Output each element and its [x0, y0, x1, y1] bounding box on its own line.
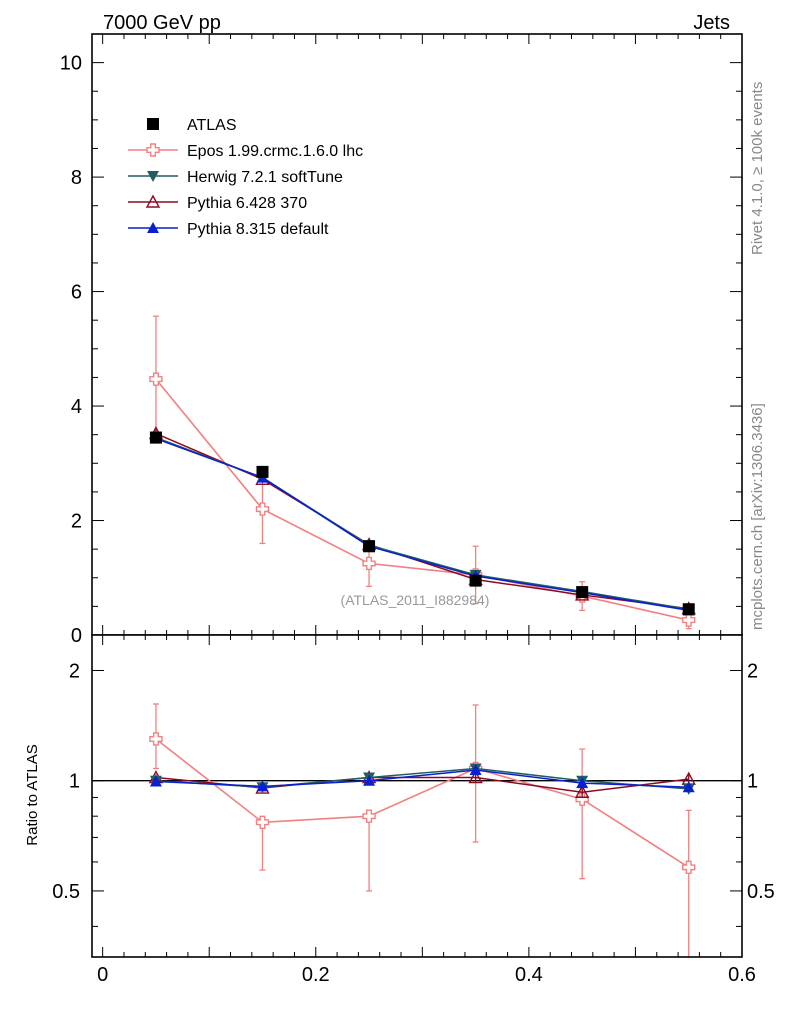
rivet-label: Rivet 4.1.0, ≥ 100k events — [749, 82, 766, 255]
main-point-atlas — [256, 465, 269, 478]
ratio-point-pythia6 — [574, 784, 590, 798]
ratio-point-pythia8 — [469, 763, 482, 775]
legend-marker-pythia6 — [145, 194, 161, 208]
ratio-point-pythia8 — [576, 777, 589, 789]
legend-marker-pythia8 — [147, 222, 159, 233]
ratio-ytick-label-right: 1 — [747, 771, 758, 793]
ratio-ytick-label: 0.5 — [52, 881, 80, 903]
main-ytick-label: 2 — [71, 511, 82, 533]
legend-label-herwig: Herwig 7.2.1 softTune — [187, 169, 343, 186]
legend-marker-herwig — [147, 171, 159, 182]
main-point-epos — [255, 502, 270, 516]
main-ytick-label: 10 — [60, 53, 82, 75]
main-background — [92, 34, 742, 635]
main-ytick-label: 0 — [71, 625, 82, 647]
main-point-atlas — [363, 540, 376, 553]
main-series-atlas — [149, 431, 695, 616]
legend-label-pythia8: Pythia 8.315 default — [187, 221, 329, 238]
ratio-point-pythia8 — [682, 781, 695, 793]
ratio-point-epos — [149, 732, 163, 746]
ratio-point-epos — [682, 860, 696, 875]
ratio-point-pythia8 — [256, 780, 269, 792]
ratio-xtick-label: 0.6 — [728, 964, 756, 986]
legend-entry-epos: Epos 1.99.crmc.1.6.0 lhc — [128, 143, 363, 160]
ratio-plot: 0.5 0.5 1 1 2 2 0 0.2 0.4 0.6 — [52, 634, 775, 986]
ratio-background — [92, 635, 742, 957]
main-line-epos — [155, 378, 689, 621]
header-right: Jets — [693, 12, 730, 34]
ratio-point-epos — [255, 815, 270, 829]
legend: ATLAS Epos 1.99.crmc.1.6.0 lhc Herwig 7.2.… — [128, 117, 363, 238]
main-point-atlas — [576, 586, 589, 599]
ratio-point-pythia8 — [149, 775, 162, 787]
legend-entry-pythia8: Pythia 8.315 default — [128, 221, 329, 238]
legend-marker-epos — [146, 143, 160, 157]
main-ytick-label: 6 — [71, 282, 82, 304]
ratio-line-epos — [155, 738, 690, 868]
ratio-point-pythia6 — [468, 770, 483, 784]
ratio-xtick-label: 0 — [97, 964, 108, 986]
main-line-pythia8 — [155, 437, 689, 612]
ratio-xtick-label: 0.2 — [302, 964, 330, 986]
ratio-xtick-label: 0.4 — [515, 964, 543, 986]
main-ytick-label: 8 — [71, 167, 82, 189]
main-plot: 0 2 4 6 8 10 — [60, 33, 743, 647]
ratio-ytick-label: 2 — [69, 660, 80, 682]
legend-label-epos: Epos 1.99.crmc.1.6.0 lhc — [187, 143, 363, 160]
ratio-ytick-label: 1 — [69, 771, 80, 793]
main-point-epos — [149, 372, 163, 386]
ratio-frame — [91, 634, 743, 958]
ratio-point-epos — [362, 809, 376, 823]
main-ytick-label: 4 — [71, 396, 82, 418]
ratio-ytick-label-right: 2 — [747, 660, 758, 682]
legend-entry-atlas: ATLAS — [147, 117, 237, 134]
ratio-series-epos — [149, 703, 696, 957]
legend-label-pythia6: Pythia 6.428 370 — [187, 195, 307, 212]
ratio-series-pythia8 — [149, 763, 695, 793]
main-point-atlas — [149, 431, 162, 444]
analysis-label: (ATLAS_2011_I882984) — [341, 592, 490, 608]
main-point-atlas — [469, 574, 482, 587]
main-point-epos — [362, 556, 376, 571]
legend-entry-herwig: Herwig 7.2.1 softTune — [128, 169, 343, 186]
main-point-atlas — [682, 603, 695, 616]
legend-label-atlas: ATLAS — [187, 117, 237, 134]
legend-marker-atlas — [147, 118, 159, 130]
ratio-point-pythia8 — [363, 774, 376, 786]
ratio-ylabel: Ratio to ATLAS — [24, 744, 41, 845]
legend-entry-pythia6: Pythia 6.428 370 — [128, 194, 307, 212]
main-point-epos — [682, 613, 696, 627]
ratio-ytick-label-right: 0.5 — [747, 881, 775, 903]
ratio-line-pythia8 — [155, 769, 689, 788]
source-label: mcplots.cern.ch [arXiv:1306.3436] — [749, 403, 766, 630]
header-left: 7000 GeV pp — [103, 12, 221, 34]
